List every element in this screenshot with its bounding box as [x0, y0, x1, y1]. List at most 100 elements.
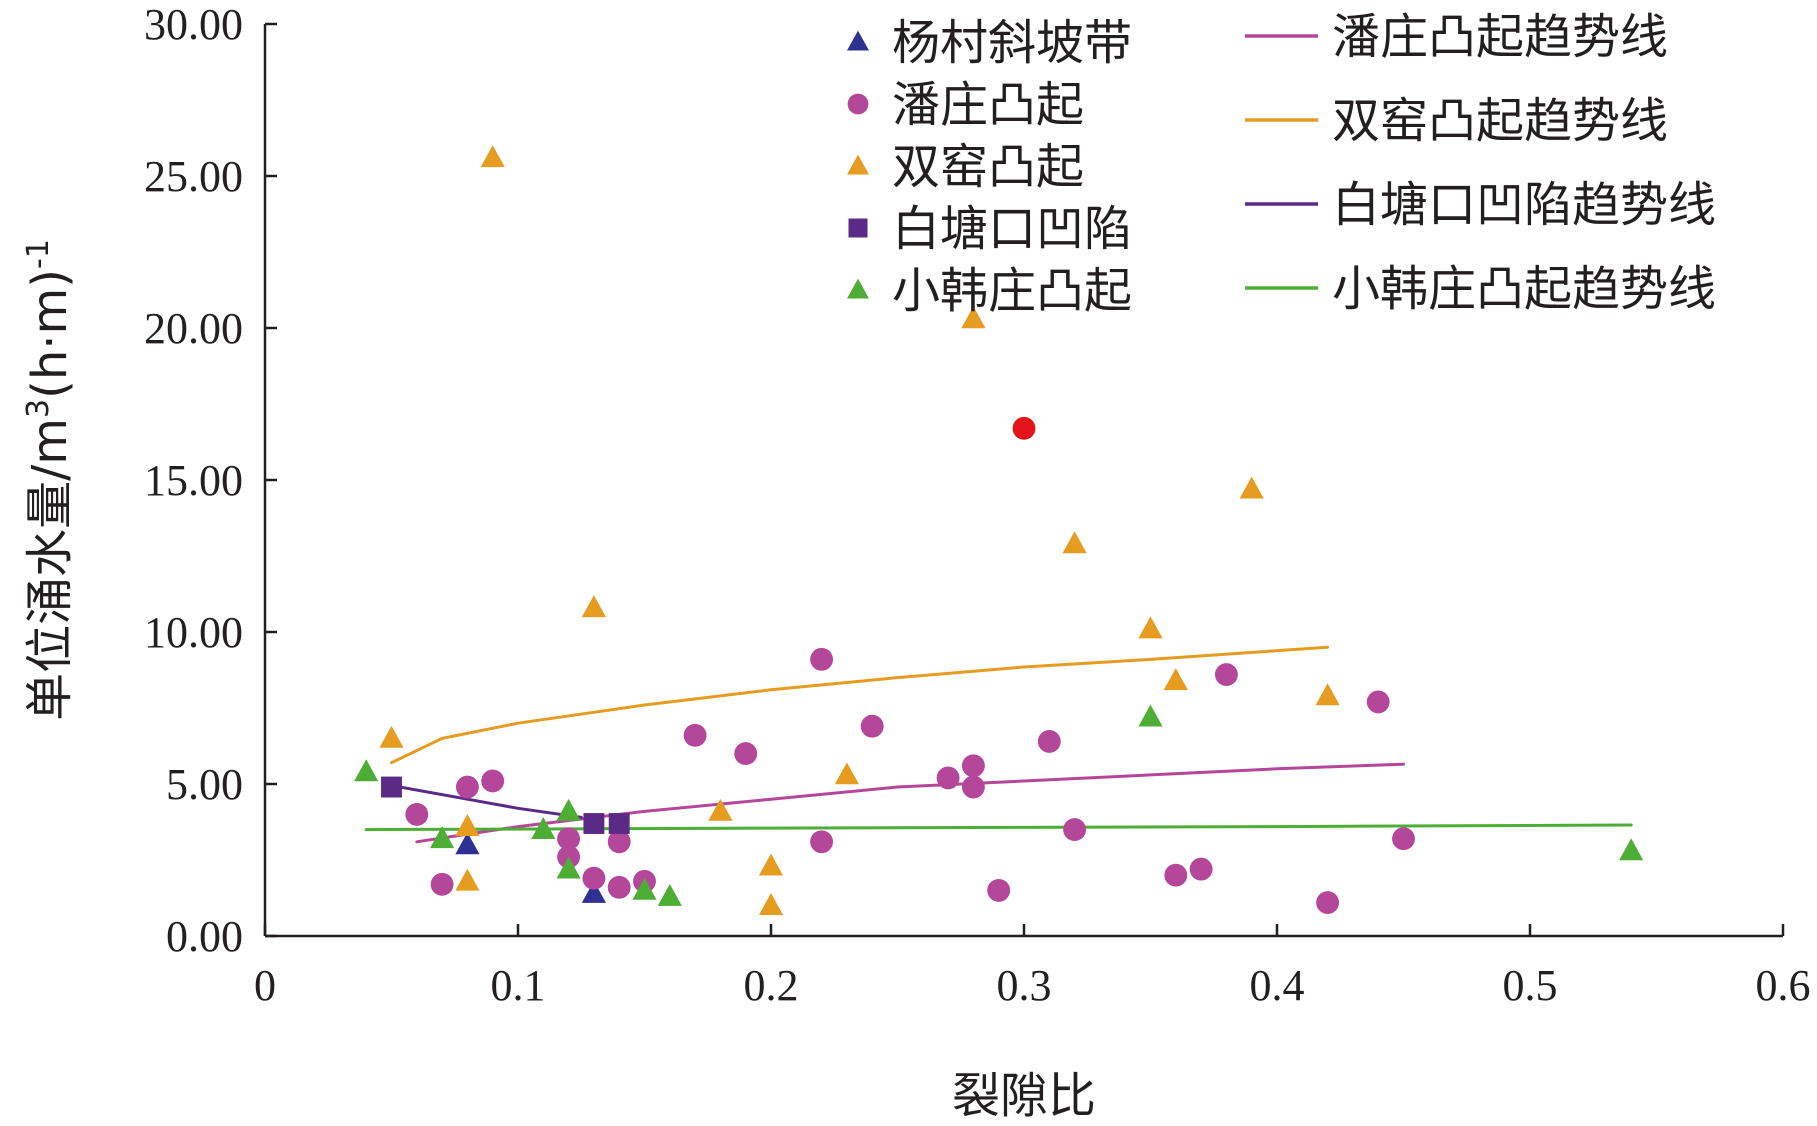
legend-marker [848, 218, 868, 238]
data-point [379, 725, 404, 748]
data-point [1164, 863, 1188, 887]
legend-label: 双窑凸起趋势线 [1332, 93, 1668, 149]
y-axis-title-sup-3: 3 [21, 399, 56, 418]
y-axis-title-main: 单位涌水量/m [22, 418, 78, 721]
data-point [557, 827, 581, 851]
data-point [581, 880, 606, 903]
data-point [758, 893, 784, 916]
x-tick-label: 0.2 [744, 961, 799, 1010]
data-point [583, 813, 605, 834]
x-tick-label: 0.5 [1503, 961, 1558, 1010]
data-point [1316, 891, 1340, 914]
data-point [1392, 827, 1415, 851]
legend-label: 小韩庄凸起趋势线 [1332, 261, 1716, 317]
trendline [415, 762, 1405, 844]
x-axis-ticks: 0 0.1 0.2 0.3 0.4 0.5 0.6 [254, 924, 1811, 1010]
data-point [1214, 663, 1238, 686]
data-point [582, 866, 606, 890]
y-tick-label: 20.00 [144, 304, 243, 353]
data-point [607, 875, 631, 899]
data-point [961, 306, 986, 329]
trendline [390, 645, 1330, 765]
x-tick-label: 0 [254, 961, 276, 1010]
data-point [430, 826, 455, 849]
highlight-point [1012, 416, 1036, 440]
legend-label: 小韩庄凸起 [892, 263, 1132, 319]
legend-label: 潘庄凸起 [892, 77, 1084, 133]
data-point [708, 798, 733, 821]
data-point [1366, 690, 1390, 714]
axes: 0 0.1 0.2 0.3 0.4 0.5 0.6 0.00 5.00 10.00 15.00 20… [144, 0, 1811, 1010]
x-tick-label: 0.1 [491, 961, 546, 1010]
data-point [581, 595, 606, 618]
data-point [961, 754, 985, 778]
data-point [405, 802, 429, 826]
data-point [1189, 857, 1213, 881]
data-point [810, 647, 834, 671]
plot-area [354, 145, 1644, 916]
data-point [354, 759, 379, 782]
data-point [1619, 838, 1644, 861]
data-point [531, 817, 556, 840]
x-tick-label: 0.4 [1250, 961, 1305, 1010]
x-axis-title: 裂隙比 [952, 1068, 1096, 1124]
data-point [430, 872, 454, 896]
y-tick-label: 30.00 [144, 0, 243, 49]
legend-marker [847, 93, 869, 115]
data-point [1063, 818, 1087, 842]
data-point [860, 714, 884, 738]
data-point [936, 766, 960, 790]
y-tick-label: 25.00 [144, 152, 243, 201]
data-point [455, 775, 479, 799]
y-tick-label: 15.00 [144, 456, 243, 505]
data-point [556, 856, 581, 879]
trendline [390, 784, 583, 819]
data-point [1315, 683, 1340, 706]
data-point [961, 775, 985, 799]
data-point [657, 883, 682, 906]
y-axis-title-mid: (h·m) [22, 269, 78, 399]
data-point [1138, 616, 1163, 639]
x-tick-label: 0.3 [997, 961, 1052, 1010]
data-point [632, 877, 657, 900]
y-axis-ticks: 0.00 5.00 10.00 15.00 20.00 25.00 30.00 [144, 0, 277, 961]
data-point [481, 769, 505, 793]
y-axis-title-sup-neg1: -1 [21, 239, 56, 269]
data-point [734, 742, 758, 766]
trendlines [364, 645, 1633, 844]
legend-marker [847, 154, 869, 175]
legend-label: 白塘口凹陷 [892, 201, 1132, 257]
data-point [1239, 476, 1264, 499]
data-point [683, 723, 707, 747]
data-point [1037, 730, 1061, 753]
legend-marker [847, 278, 869, 299]
data-point [607, 830, 631, 854]
y-axis-title: 单位涌水量/m3(h·m)-1 [21, 239, 78, 721]
legend-label: 白塘口凹陷趋势线 [1332, 177, 1716, 233]
legend-label: 双窑凸起 [892, 139, 1084, 195]
trendline [364, 823, 1633, 832]
data-point [810, 830, 834, 854]
y-tick-label: 0.00 [166, 912, 243, 961]
y-tick-label: 5.00 [166, 760, 243, 809]
data-point [987, 878, 1011, 902]
data-markers [354, 145, 1644, 916]
data-point [455, 868, 480, 891]
legend-marker [847, 30, 869, 51]
data-point [1138, 704, 1163, 727]
legend-label: 潘庄凸起趋势线 [1332, 9, 1668, 65]
data-point [1163, 668, 1188, 691]
data-point [608, 813, 630, 834]
y-tick-label: 10.00 [144, 608, 243, 657]
x-tick-label: 0.6 [1756, 961, 1811, 1010]
data-point [455, 832, 480, 855]
data-point [381, 776, 402, 798]
data-point [1062, 531, 1087, 554]
data-point [455, 814, 480, 836]
data-point [556, 798, 581, 821]
data-point [480, 145, 505, 168]
data-point [834, 762, 859, 785]
legend-label: 杨村斜坡带 [892, 15, 1132, 71]
